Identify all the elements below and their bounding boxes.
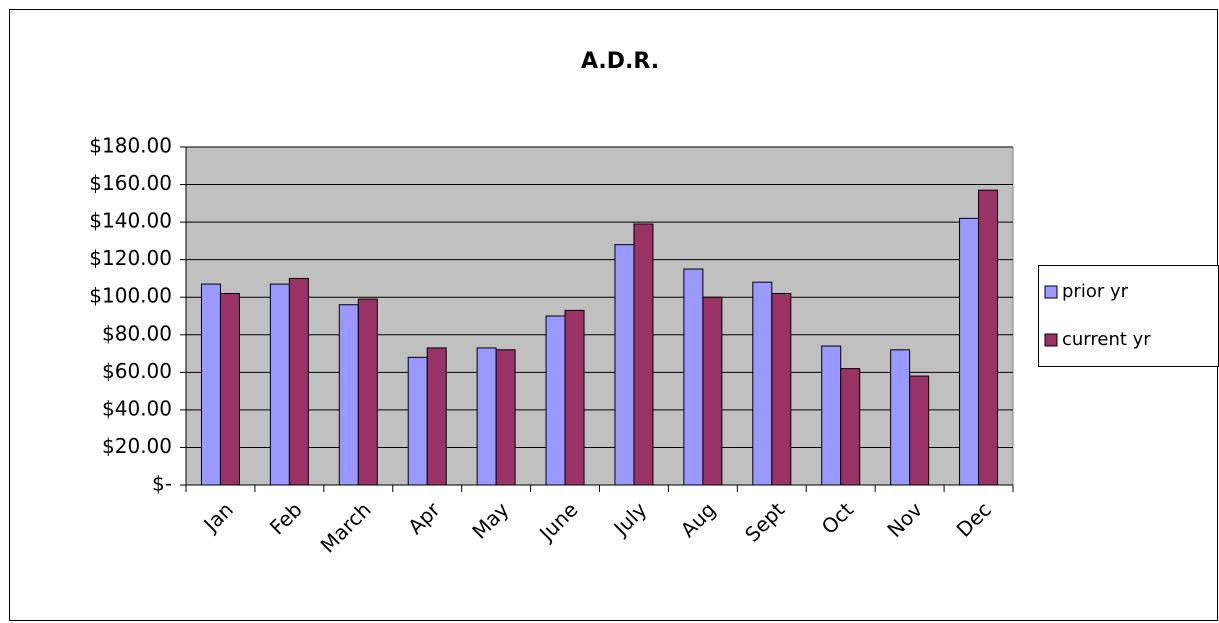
bar: [771, 292, 792, 486]
plot-area: [185, 146, 1014, 486]
bar: [978, 189, 999, 486]
bar: [752, 281, 773, 486]
y-tick-label: $40.00: [102, 396, 172, 420]
legend-box: [1038, 265, 1219, 367]
bar: [426, 347, 447, 486]
y-tick-label: $160.00: [89, 171, 172, 195]
bar: [338, 304, 359, 486]
bar: [476, 347, 497, 486]
chart-title: A.D.R.: [581, 49, 659, 74]
bar: [219, 292, 240, 486]
y-tick-label: $80.00: [102, 321, 172, 345]
bar: [840, 368, 861, 486]
bar: [269, 283, 290, 486]
bar: [288, 277, 309, 486]
bar: [959, 217, 980, 486]
bar: [683, 268, 704, 486]
y-tick-label: $60.00: [102, 359, 172, 383]
bar: [357, 298, 378, 486]
bar: [890, 349, 911, 486]
y-tick-label: $140.00: [89, 209, 172, 233]
bar: [407, 356, 428, 486]
bar: [702, 296, 723, 486]
y-tick-label: $120.00: [89, 246, 172, 270]
y-tick-label: $180.00: [89, 134, 172, 158]
bar: [495, 349, 516, 486]
bar: [909, 375, 930, 486]
legend-label: current yr: [1062, 329, 1151, 350]
legend-swatch: [1044, 285, 1058, 299]
bar: [545, 315, 566, 486]
bar: [614, 244, 635, 486]
bar: [821, 345, 842, 486]
y-tick-label: $20.00: [102, 434, 172, 458]
bar: [564, 309, 585, 486]
legend-label: prior yr: [1062, 281, 1129, 302]
y-tick-label: $-: [152, 472, 172, 496]
legend-swatch: [1044, 333, 1058, 347]
y-tick-label: $100.00: [89, 284, 172, 308]
bar: [200, 283, 221, 486]
bar: [633, 223, 654, 486]
